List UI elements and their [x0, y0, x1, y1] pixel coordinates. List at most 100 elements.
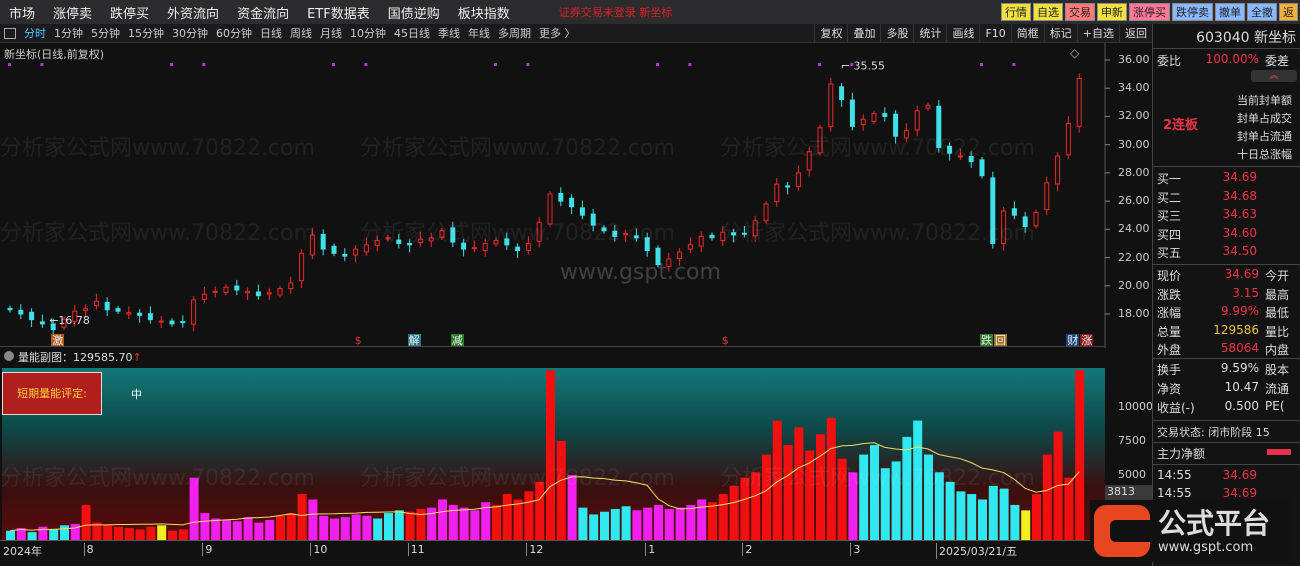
logo-g-icon: [1094, 505, 1150, 557]
tool-button[interactable]: 统计: [913, 24, 946, 43]
volume-bar: [265, 519, 275, 540]
price-chart[interactable]: ⌐ 35.55 ←16.78 ◇: [0, 43, 1152, 348]
tab-period[interactable]: 1分钟: [54, 27, 83, 40]
row-value: 3.15: [1232, 285, 1259, 300]
volume-bar: [211, 518, 221, 540]
volume-bar: [762, 454, 771, 540]
sidebar-toggle-icon[interactable]: [4, 27, 16, 39]
menu-foreign-flow[interactable]: 外资流向: [167, 6, 220, 22]
quick-button[interactable]: 全撤: [1247, 3, 1277, 21]
seal-item: 十日总涨幅: [1237, 148, 1292, 161]
tab-period[interactable]: 月线: [320, 27, 342, 40]
volume-bar: [189, 477, 199, 540]
tab-period[interactable]: 60分钟: [216, 27, 252, 40]
main-net-label: 主力净额: [1157, 447, 1206, 461]
tab-period[interactable]: 分时: [24, 27, 46, 40]
volume-bar: [1042, 454, 1052, 540]
tool-button[interactable]: 多股: [880, 24, 913, 43]
volume-bar: [384, 513, 393, 540]
low-label: ←16.78: [49, 314, 90, 327]
menu-limit-up-sell[interactable]: 涨停卖: [53, 6, 93, 22]
tab-period[interactable]: 年线: [468, 27, 490, 40]
tab-period[interactable]: 多周期: [498, 27, 531, 40]
candle: [7, 305, 13, 313]
quick-button[interactable]: 撤单: [1215, 3, 1245, 21]
signal-dot: [40, 63, 44, 66]
quote-row: 总量 129586 量比: [1157, 323, 1300, 341]
tab-period[interactable]: 45日线: [394, 27, 430, 40]
candle: [633, 228, 639, 242]
tool-button[interactable]: 画线: [946, 24, 979, 43]
volume-bar: [114, 526, 123, 540]
candle: [720, 225, 726, 246]
candle: [1065, 116, 1071, 159]
tab-period[interactable]: 10分钟: [350, 27, 386, 40]
signal-dot: [332, 63, 335, 66]
volume-last-value: 3813: [1105, 485, 1152, 501]
quick-button[interactable]: 涨停买: [1129, 3, 1170, 21]
tab-period[interactable]: 周线: [290, 27, 312, 40]
candle: [482, 238, 488, 257]
tool-button[interactable]: 叠加: [847, 24, 880, 43]
menu-sector-index[interactable]: 板块指数: [457, 6, 510, 22]
tool-button[interactable]: +自选: [1076, 24, 1119, 43]
candle: [947, 142, 953, 161]
rating-value: 中: [131, 388, 142, 401]
menu-etf-table[interactable]: ETF数据表: [307, 6, 370, 22]
quick-button[interactable]: 交易: [1065, 3, 1095, 21]
quick-button[interactable]: 返: [1279, 3, 1298, 21]
menu-repo[interactable]: 国债逆购: [387, 6, 440, 22]
volume-bar: [448, 504, 458, 540]
diamond-icon[interactable]: ◇: [1070, 46, 1080, 60]
menu-fund-flow[interactable]: 资金流向: [237, 6, 290, 22]
menu-limit-down-buy[interactable]: 跌停买: [110, 6, 150, 22]
row-label-right: 最低: [1265, 306, 1290, 321]
candle: [450, 221, 456, 248]
volume-bar: [729, 485, 739, 540]
tool-button[interactable]: 返回: [1119, 24, 1152, 43]
price-tick-label: 28.00: [1118, 165, 1150, 179]
marker-财: 财: [1066, 334, 1080, 347]
candle: [644, 232, 650, 257]
candle: [396, 233, 402, 249]
tool-button[interactable]: 复权: [814, 24, 847, 43]
tab-period[interactable]: 更多 〉: [539, 27, 576, 40]
quote-row: 净资 10.47 流通: [1157, 380, 1300, 398]
tab-period[interactable]: 15分钟: [128, 27, 164, 40]
tool-button[interactable]: 标记: [1043, 24, 1077, 43]
quick-button[interactable]: 行情: [1001, 3, 1031, 21]
collapse-icon[interactable]: [4, 351, 14, 361]
tool-button[interactable]: 简框: [1010, 24, 1044, 43]
tab-period[interactable]: 30分钟: [172, 27, 208, 40]
tab-period[interactable]: 5分钟: [91, 27, 120, 40]
price-tick-label: 32.00: [1118, 109, 1150, 123]
top-menu-bar: 市场 涨停卖 跌停买 外资流向 资金流向 ETF数据表 国债逆购 板块指数 证券…: [0, 0, 1300, 24]
candle: [925, 102, 931, 111]
volume-bar: [103, 525, 113, 540]
candle: [309, 227, 315, 259]
volume-bar: [772, 420, 782, 540]
row-label: 涨幅: [1157, 306, 1182, 321]
quick-button[interactable]: 跌停卖: [1172, 3, 1213, 21]
quick-button[interactable]: 申新: [1097, 3, 1127, 21]
volume-bar: [535, 481, 545, 540]
volume-chart[interactable]: [0, 368, 1105, 540]
volume-bar: [319, 515, 329, 540]
date-tick: 12: [526, 543, 543, 556]
candle: [914, 105, 920, 137]
candle: [191, 295, 197, 332]
tab-period[interactable]: 日线: [260, 27, 282, 40]
volume-bar: [330, 518, 339, 540]
volume-bar: [697, 499, 707, 540]
row-label: 买二: [1157, 190, 1182, 205]
candle: [115, 305, 121, 314]
menu-market[interactable]: 市场: [9, 6, 36, 22]
tab-period[interactable]: 季线: [438, 27, 460, 40]
tool-button[interactable]: F10: [979, 24, 1010, 43]
seal-item: 当前封单额: [1237, 94, 1292, 107]
expand-icon[interactable]: ︽: [1251, 70, 1297, 82]
quick-button[interactable]: 自选: [1033, 3, 1063, 21]
volume-bar: [200, 513, 210, 540]
volume-bar: [1021, 510, 1031, 540]
candle: [320, 229, 326, 256]
